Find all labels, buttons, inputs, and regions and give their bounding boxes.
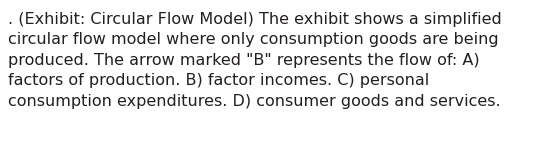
Text: . (Exhibit: Circular Flow Model) The exhibit shows a simplified
circular flow mo: . (Exhibit: Circular Flow Model) The exh…: [8, 12, 502, 109]
